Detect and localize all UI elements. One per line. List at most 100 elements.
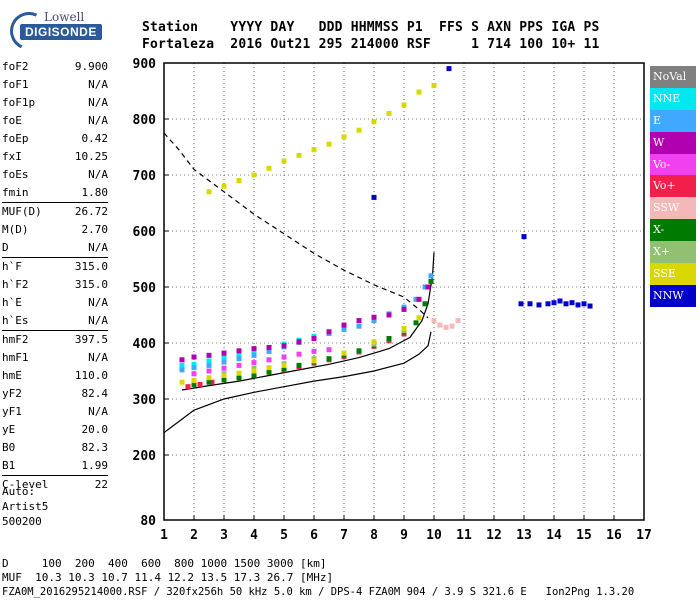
echo-point	[557, 298, 563, 304]
param-key: h`E	[2, 296, 22, 309]
echo-point	[422, 284, 428, 290]
x-tick-label: 6	[310, 528, 318, 543]
echo-point	[251, 365, 257, 371]
param-value: 82.3	[81, 441, 109, 454]
echo-point	[191, 361, 197, 367]
param-key: foF1	[2, 78, 29, 91]
echo-point	[281, 354, 287, 360]
echo-point	[449, 323, 455, 329]
trace-curve	[181, 252, 435, 391]
echo-point	[266, 357, 272, 363]
echo-point	[575, 302, 581, 308]
param-row: hmF1 N/A	[2, 349, 108, 367]
echo-point	[296, 351, 302, 357]
auto-label: Auto:	[2, 485, 36, 498]
echo-point	[281, 362, 287, 368]
echo-point	[413, 320, 419, 326]
param-separator	[2, 202, 108, 203]
echo-point	[356, 323, 362, 329]
echo-point	[311, 147, 317, 153]
echo-point	[221, 377, 227, 383]
legend-item: X+	[650, 241, 696, 264]
echo-point	[416, 296, 422, 302]
echo-point	[416, 89, 422, 95]
y-tick-label: 800	[133, 113, 157, 128]
param-value: N/A	[88, 296, 108, 309]
x-tick-label: 14	[546, 528, 562, 543]
echo-point	[446, 66, 452, 72]
param-key: foEp	[2, 132, 29, 145]
echo-point	[455, 318, 461, 324]
x-tick-label: 1	[160, 528, 168, 543]
x-tick-label: 15	[576, 528, 592, 543]
param-key: hmF2	[2, 333, 29, 346]
echo-point	[221, 359, 227, 365]
echo-point	[551, 300, 557, 306]
legend-item: SSW	[650, 197, 696, 220]
header-fields: Station YYYY DAY DDD HHMMSS P1 FFS S AXN…	[142, 20, 600, 35]
param-key: yE	[2, 423, 16, 436]
auto-scaling-info: Auto: Artist5 500200	[2, 484, 48, 529]
echo-point	[545, 301, 551, 307]
param-value: N/A	[88, 314, 108, 327]
param-row: yF1 N/A	[2, 403, 108, 421]
param-value: 22	[94, 478, 108, 491]
echo-point	[209, 379, 215, 385]
echo-point	[356, 348, 362, 354]
echo-point	[221, 183, 227, 189]
echo-point	[221, 372, 227, 378]
param-key: foEs	[2, 168, 29, 181]
param-key: h`Es	[2, 314, 29, 327]
echo-point	[206, 368, 212, 374]
echo-point	[341, 134, 347, 140]
echo-point	[281, 343, 287, 349]
param-key: h`F	[2, 260, 22, 273]
echo-point	[251, 368, 257, 374]
echo-point	[401, 325, 407, 331]
x-tick-label: 7	[340, 528, 348, 543]
echo-point	[416, 315, 422, 321]
param-value: 82.4	[81, 387, 109, 400]
param-key: M(D)	[2, 223, 29, 236]
param-value: 2.70	[81, 223, 109, 236]
echo-point	[206, 352, 212, 358]
param-key: yF1	[2, 405, 22, 418]
echo-point	[563, 301, 569, 307]
echo-point	[281, 158, 287, 164]
echo-point	[431, 318, 437, 324]
echo-point	[191, 381, 197, 387]
y-tick-label: 500	[133, 281, 157, 296]
param-row: MUF(D) 26.72	[2, 203, 108, 221]
polarization-legend: NoVal NNE E W Vo- Vo+ SSW X- X+ SSE NNW	[650, 66, 696, 307]
logo-lowell-text: Lowell	[44, 10, 85, 24]
param-row: foEs N/A	[2, 166, 108, 184]
param-row: h`Es N/A	[2, 312, 108, 330]
echo-point	[236, 351, 242, 357]
echo-point	[296, 152, 302, 158]
param-key: B1	[2, 459, 16, 472]
x-tick-label: 3	[220, 528, 228, 543]
echo-point	[386, 110, 392, 116]
param-row: h`E N/A	[2, 294, 108, 312]
y-tick-label: 900	[133, 57, 157, 72]
param-key: fmin	[2, 186, 29, 199]
echo-point	[266, 365, 272, 371]
param-row: M(D) 2.70	[2, 221, 108, 239]
echo-point	[386, 312, 392, 318]
echo-point	[518, 301, 524, 307]
echo-point	[296, 339, 302, 345]
echo-point	[437, 322, 443, 328]
param-value: 1.80	[81, 186, 109, 199]
param-value: N/A	[88, 241, 108, 254]
echo-point	[326, 356, 332, 362]
echo-point	[236, 348, 242, 354]
echo-point	[179, 357, 185, 363]
param-value: 397.5	[74, 333, 108, 346]
echo-point	[425, 284, 431, 290]
param-row: h`F2 315.0	[2, 276, 108, 294]
echo-point	[206, 358, 212, 364]
echo-point	[206, 362, 212, 368]
echo-point	[191, 371, 197, 377]
echo-point	[443, 324, 449, 330]
param-key: fxI	[2, 150, 22, 163]
